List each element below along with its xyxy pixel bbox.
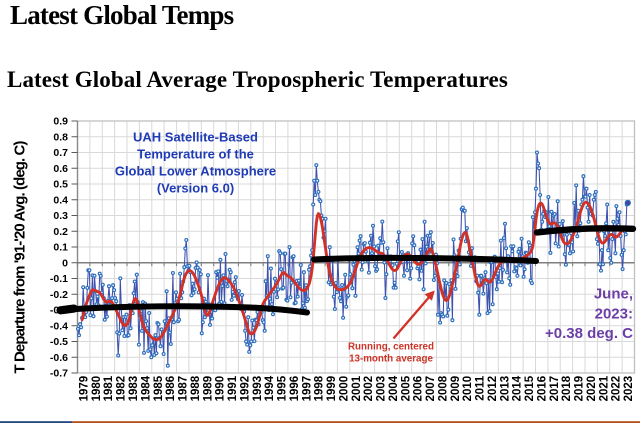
svg-text:0.9: 0.9 [53, 116, 68, 128]
svg-text:1995: 1995 [277, 375, 289, 401]
svg-text:1989: 1989 [202, 376, 214, 402]
svg-text:2003: 2003 [376, 376, 388, 402]
svg-text:0: 0 [62, 257, 68, 269]
svg-text:-0.6: -0.6 [50, 352, 68, 364]
svg-text:-0.5: -0.5 [50, 336, 68, 348]
svg-text:2009: 2009 [450, 376, 462, 402]
svg-text:0.6: 0.6 [53, 163, 68, 175]
svg-text:2008: 2008 [437, 375, 449, 401]
svg-text:1979: 1979 [79, 376, 91, 402]
svg-text:UAH Satellite-Based: UAH Satellite-Based [133, 130, 258, 145]
svg-text:2017: 2017 [549, 376, 561, 402]
svg-text:2012: 2012 [487, 376, 499, 402]
svg-text:1998: 1998 [314, 375, 326, 401]
svg-text:1985: 1985 [153, 375, 165, 401]
svg-text:Temperature of the: Temperature of the [137, 147, 254, 162]
svg-text:2001: 2001 [351, 375, 363, 401]
svg-text:Running, centered: Running, centered [348, 342, 434, 353]
svg-text:-0.1: -0.1 [50, 273, 68, 285]
svg-text:June,: June, [594, 285, 633, 302]
svg-text:+0.38 deg. C: +0.38 deg. C [545, 325, 633, 342]
svg-text:13-month average: 13-month average [349, 354, 433, 365]
svg-text:2000: 2000 [338, 376, 350, 402]
svg-text:Global Lower Atmosphere: Global Lower Atmosphere [115, 164, 276, 179]
svg-text:2022: 2022 [611, 376, 623, 402]
svg-text:1997: 1997 [301, 376, 313, 402]
svg-text:2023:: 2023: [595, 305, 633, 322]
svg-text:2005: 2005 [400, 375, 412, 401]
svg-text:1988: 1988 [190, 375, 202, 401]
svg-text:2006: 2006 [413, 376, 425, 402]
svg-text:1991: 1991 [227, 375, 239, 401]
svg-text:0.8: 0.8 [53, 131, 68, 143]
svg-text:2013: 2013 [499, 376, 511, 402]
svg-text:1999: 1999 [326, 376, 338, 402]
svg-text:1984: 1984 [140, 375, 152, 401]
svg-text:1981: 1981 [103, 375, 115, 401]
svg-text:0.2: 0.2 [53, 226, 68, 238]
svg-text:1990: 1990 [215, 376, 227, 402]
svg-text:1983: 1983 [128, 376, 140, 402]
svg-text:0.4: 0.4 [53, 194, 68, 206]
svg-text:2011: 2011 [475, 375, 487, 401]
svg-text:0.1: 0.1 [53, 242, 68, 254]
svg-text:1994: 1994 [264, 375, 276, 401]
svg-text:-0.2: -0.2 [50, 289, 68, 301]
svg-text:-0.4: -0.4 [50, 320, 68, 332]
svg-text:2023: 2023 [623, 376, 635, 402]
svg-text:1986: 1986 [165, 376, 177, 402]
svg-text:2019: 2019 [574, 376, 586, 402]
svg-text:2018: 2018 [561, 375, 573, 401]
svg-text:2010: 2010 [462, 376, 474, 402]
svg-text:-0.7: -0.7 [50, 368, 68, 380]
svg-text:2021: 2021 [598, 375, 610, 401]
svg-text:1993: 1993 [252, 376, 264, 402]
svg-text:2020: 2020 [586, 376, 598, 402]
svg-text:T Departure from '91-'20 Avg.: T Departure from '91-'20 Avg. (deg. C) [12, 141, 29, 374]
svg-text:2016: 2016 [537, 376, 549, 402]
svg-text:(Version 6.0): (Version 6.0) [157, 181, 234, 196]
svg-text:0.5: 0.5 [53, 179, 68, 191]
svg-text:1992: 1992 [239, 376, 251, 402]
svg-text:2002: 2002 [363, 376, 375, 402]
svg-text:0.7: 0.7 [53, 147, 68, 159]
svg-text:1980: 1980 [91, 376, 103, 402]
svg-text:0.3: 0.3 [53, 210, 68, 222]
svg-text:2004: 2004 [388, 375, 400, 401]
svg-text:1982: 1982 [116, 376, 128, 402]
svg-text:2015: 2015 [524, 375, 536, 401]
svg-text:2014: 2014 [512, 375, 524, 401]
svg-text:1996: 1996 [289, 376, 301, 402]
svg-text:1987: 1987 [178, 376, 190, 402]
svg-text:2007: 2007 [425, 376, 437, 402]
